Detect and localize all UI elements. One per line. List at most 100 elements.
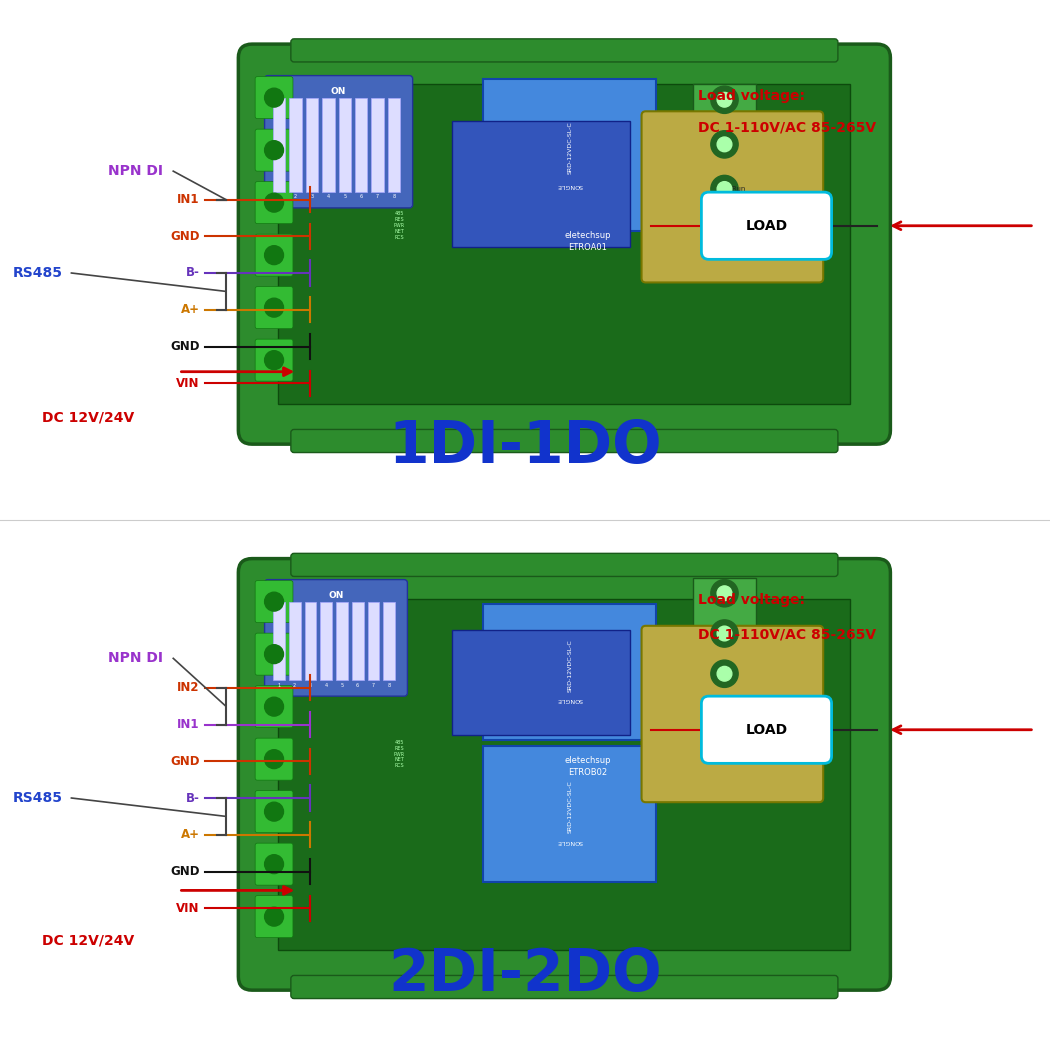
Text: 1DI-1DO: 1DI-1DO <box>388 418 662 475</box>
Bar <box>273 602 285 680</box>
Text: 4: 4 <box>327 194 330 200</box>
Text: GND: GND <box>170 865 200 878</box>
Bar <box>483 746 656 882</box>
FancyBboxPatch shape <box>265 76 413 208</box>
Circle shape <box>265 193 284 212</box>
FancyBboxPatch shape <box>255 581 293 623</box>
Text: Load voltage:: Load voltage: <box>698 89 805 103</box>
Text: 8: 8 <box>393 194 396 200</box>
Text: 2: 2 <box>293 682 296 688</box>
Text: B-: B- <box>186 792 200 804</box>
Circle shape <box>265 907 284 926</box>
FancyBboxPatch shape <box>701 192 832 259</box>
Text: DC 1-110V/AC 85-265V: DC 1-110V/AC 85-265V <box>698 628 877 642</box>
Bar <box>304 602 316 680</box>
Text: VIN: VIN <box>176 902 200 915</box>
Circle shape <box>717 136 732 152</box>
Circle shape <box>711 175 738 203</box>
Text: 6: 6 <box>356 682 359 688</box>
Bar <box>290 98 301 192</box>
Text: A+: A+ <box>181 303 200 316</box>
Text: SRD-12VDC-SL-C: SRD-12VDC-SL-C <box>567 780 572 834</box>
Circle shape <box>265 88 284 107</box>
Text: 3: 3 <box>309 682 312 688</box>
FancyBboxPatch shape <box>238 559 890 990</box>
Text: NPN DI: NPN DI <box>108 164 163 179</box>
Text: IN1: IN1 <box>177 718 200 731</box>
FancyBboxPatch shape <box>238 44 890 444</box>
FancyBboxPatch shape <box>255 77 293 119</box>
Circle shape <box>711 131 738 159</box>
Circle shape <box>265 645 284 664</box>
Text: DC 12V/24V: DC 12V/24V <box>42 933 134 948</box>
FancyBboxPatch shape <box>291 39 838 62</box>
Circle shape <box>711 86 738 113</box>
FancyBboxPatch shape <box>255 738 293 780</box>
Circle shape <box>265 298 284 317</box>
Bar <box>352 602 363 680</box>
Text: 7: 7 <box>372 682 375 688</box>
Circle shape <box>711 700 738 728</box>
Bar <box>483 604 656 740</box>
Text: 5: 5 <box>343 194 346 200</box>
Bar <box>383 602 395 680</box>
Circle shape <box>265 592 284 611</box>
Text: GND: GND <box>170 230 200 243</box>
FancyBboxPatch shape <box>265 580 407 696</box>
Text: ON: ON <box>329 591 343 601</box>
Text: 8: 8 <box>387 682 391 688</box>
Bar <box>338 98 351 192</box>
Bar <box>387 98 400 192</box>
Text: Load voltage:: Load voltage: <box>698 593 805 607</box>
FancyBboxPatch shape <box>291 429 838 453</box>
Circle shape <box>265 246 284 265</box>
Text: IN2: IN2 <box>177 681 200 694</box>
Circle shape <box>711 580 738 607</box>
Text: A+: A+ <box>181 828 200 841</box>
FancyBboxPatch shape <box>255 633 293 675</box>
Circle shape <box>265 697 284 716</box>
Text: SRD-12VDC-SL-C: SRD-12VDC-SL-C <box>567 121 572 173</box>
FancyBboxPatch shape <box>255 843 293 885</box>
Bar <box>483 79 656 231</box>
Bar <box>278 84 850 404</box>
Text: IN1: IN1 <box>177 193 200 206</box>
Text: RS485: RS485 <box>13 791 63 805</box>
Circle shape <box>711 660 738 688</box>
Text: GND: GND <box>170 755 200 768</box>
Text: SONGLE: SONGLE <box>556 697 583 701</box>
Text: 4: 4 <box>324 682 328 688</box>
Text: eletechsup
ETROA01: eletechsup ETROA01 <box>565 231 611 252</box>
Bar <box>336 602 348 680</box>
Text: 3: 3 <box>311 194 314 200</box>
Text: GND: GND <box>170 340 200 353</box>
Bar <box>355 98 368 192</box>
Bar <box>306 98 318 192</box>
Text: 1: 1 <box>277 682 280 688</box>
Text: eletechsup
ETROB02: eletechsup ETROB02 <box>565 756 611 777</box>
Text: 7: 7 <box>376 194 379 200</box>
Bar <box>273 98 286 192</box>
FancyBboxPatch shape <box>255 791 293 833</box>
FancyBboxPatch shape <box>255 896 293 938</box>
Circle shape <box>717 707 732 721</box>
Text: DC 12V/24V: DC 12V/24V <box>42 411 134 425</box>
Bar <box>322 98 335 192</box>
FancyBboxPatch shape <box>255 182 293 224</box>
Circle shape <box>717 586 732 601</box>
Circle shape <box>717 667 732 681</box>
Text: VIN: VIN <box>176 377 200 390</box>
Circle shape <box>265 855 284 874</box>
FancyBboxPatch shape <box>701 696 832 763</box>
FancyBboxPatch shape <box>255 234 293 276</box>
Bar <box>452 121 630 247</box>
FancyBboxPatch shape <box>291 975 838 999</box>
Text: LOAD: LOAD <box>746 722 788 737</box>
Text: DC 1-110V/AC 85-265V: DC 1-110V/AC 85-265V <box>698 121 877 134</box>
Text: 2: 2 <box>294 194 297 200</box>
Text: RS485: RS485 <box>13 266 63 280</box>
Bar <box>278 598 850 950</box>
Text: LOAD: LOAD <box>746 218 788 233</box>
Bar <box>693 84 756 200</box>
Text: SRD-12VDC-SL-C: SRD-12VDC-SL-C <box>567 638 572 692</box>
